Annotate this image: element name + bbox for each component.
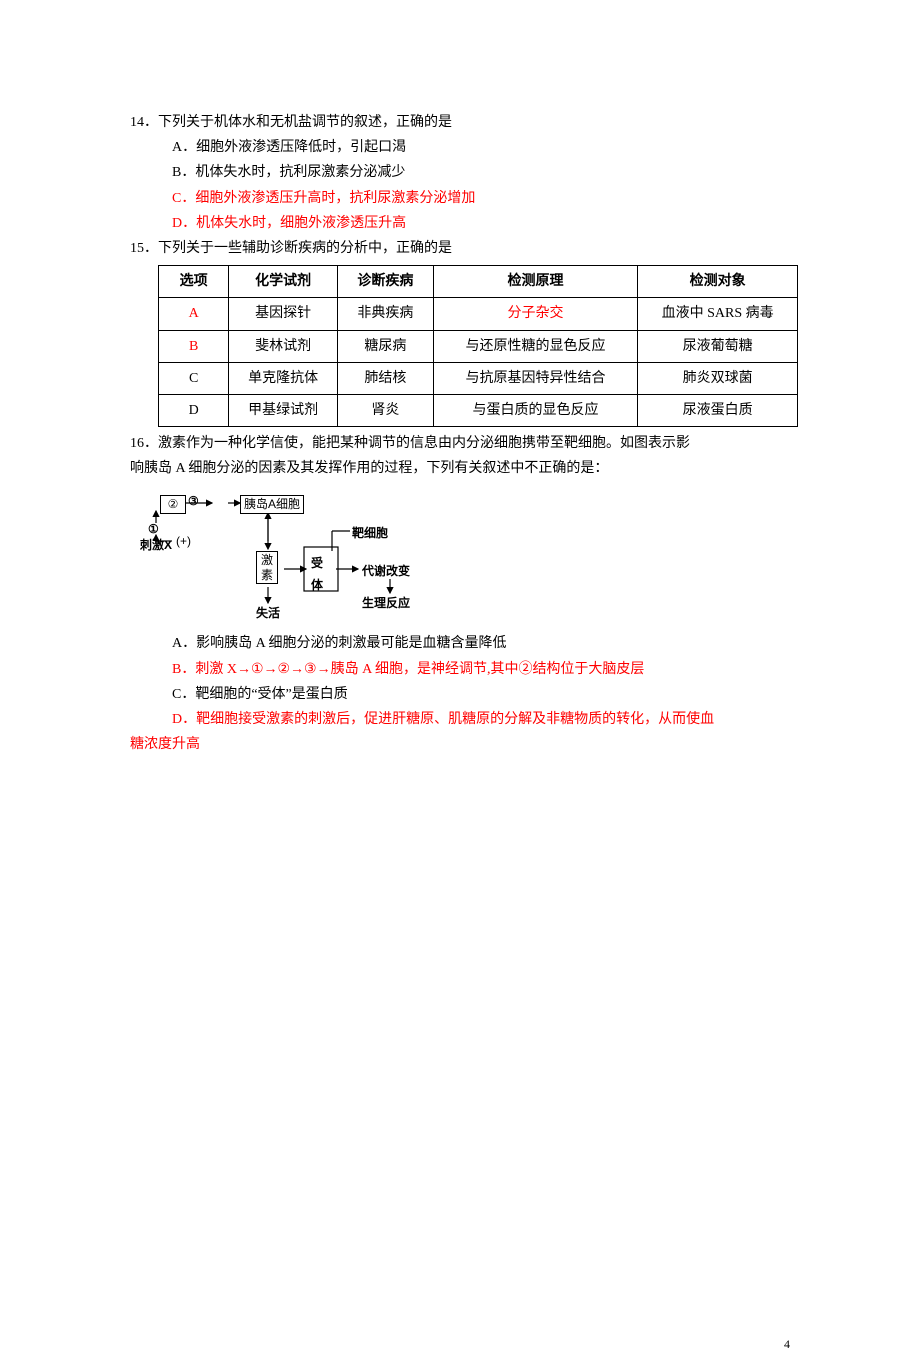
cell-d-target: 尿液蛋白质 [638,394,798,426]
q16-opt-c: C．靶细胞的“受体”是蛋白质 [130,682,790,707]
q14-stem: 14．下列关于机体水和无机盐调节的叙述，正确的是 [130,110,790,135]
cell-c-disease: 肺结核 [337,362,433,394]
cell-b-principle: 与还原性糖的显色反应 [433,330,637,362]
cell-c-principle: 与抗原基因特异性结合 [433,362,637,394]
d-circ-3: ③ [188,491,199,513]
table-row: D 甲基绿试剂 肾炎 与蛋白质的显色反应 尿液蛋白质 [159,394,798,426]
cell-c-target: 肺炎双球菌 [638,362,798,394]
q16-intro-line2: 响胰岛 A 细胞分泌的因素及其发挥作用的过程，下列有关叙述中不正确的是： [130,456,790,481]
d-metab: 代谢改变 [362,561,410,583]
cell-b-target: 尿液葡萄糖 [638,330,798,362]
cell-a-disease: 非典疾病 [337,298,433,330]
q16-opt-d-line1: D．靶细胞接受激素的刺激后，促进肝糖原、肌糖原的分解及非糖物质的转化，从而使血 [130,707,790,732]
th-reagent: 化学试剂 [229,266,338,298]
table-row: B 斐林试剂 糖尿病 与还原性糖的显色反应 尿液葡萄糖 [159,330,798,362]
q16-intro-line1: 16．激素作为一种化学信使，能把某种调节的信息由内分泌细胞携带至靶细胞。如图表示… [130,431,790,456]
table-row: 选项 化学试剂 诊断疾病 检测原理 检测对象 [159,266,798,298]
q15-stem: 15．下列关于一些辅助诊断疾病的分析中，正确的是 [130,236,790,261]
cell-c-reagent: 单克隆抗体 [229,362,338,394]
q14-opt-a: A．细胞外液渗透压降低时，引起口渴 [130,135,790,160]
q14-opt-b: B．机体失水时，抗利尿激素分泌减少 [130,160,790,185]
d-physio: 生理反应 [362,593,410,615]
page-number: 4 [0,1337,920,1352]
q16-opt-d-line2: 糖浓度升高 [130,732,790,757]
th-disease: 诊断疾病 [337,266,433,298]
q14-opt-d: D．机体失水时，细胞外液渗透压升高 [130,211,790,236]
q16-diagram: ② ③ 胰岛A细胞 ① (+) 刺激X 激 素 受 体 靶细胞 代谢改变 生理反… [140,491,450,621]
cell-d-disease: 肾炎 [337,394,433,426]
cell-a-reagent: 基因探针 [229,298,338,330]
th-target: 检测对象 [638,266,798,298]
q14-opt-c: C．细胞外液渗透压升高时，抗利尿激素分泌增加 [130,186,790,211]
cell-d-principle: 与蛋白质的显色反应 [433,394,637,426]
cell-d-opt: D [159,394,229,426]
d-target: 靶细胞 [352,523,388,545]
d-hormone: 激 素 [256,551,278,584]
d-receptor: 受 体 [310,553,324,596]
cell-d-reagent: 甲基绿试剂 [229,394,338,426]
q16-opt-a: A．影响胰岛 A 细胞分泌的刺激最可能是血糖含量降低 [130,631,790,656]
q16-opt-b: B．刺激 X→①→②→③→胰岛 A 细胞，是神经调节,其中②结构位于大脑皮层 [130,657,790,682]
q15-table: 选项 化学试剂 诊断疾病 检测原理 检测对象 A 基因探针 非典疾病 分子杂交 … [158,265,798,427]
cell-a-target: 血液中 SARS 病毒 [638,298,798,330]
th-opt: 选项 [159,266,229,298]
cell-a-principle: 分子杂交 [433,298,637,330]
d-box-2: ② [160,495,186,513]
cell-a-opt: A [159,298,229,330]
cell-c-opt: C [159,362,229,394]
th-principle: 检测原理 [433,266,637,298]
d-stim-x: 刺激X [140,535,172,557]
d-cell-a: 胰岛A细胞 [240,495,304,513]
d-deact: 失活 [256,603,280,625]
table-row: A 基因探针 非典疾病 分子杂交 血液中 SARS 病毒 [159,298,798,330]
d-plus: (+) [176,531,191,553]
cell-b-opt: B [159,330,229,362]
cell-b-reagent: 斐林试剂 [229,330,338,362]
table-row: C 单克隆抗体 肺结核 与抗原基因特异性结合 肺炎双球菌 [159,362,798,394]
cell-b-disease: 糖尿病 [337,330,433,362]
